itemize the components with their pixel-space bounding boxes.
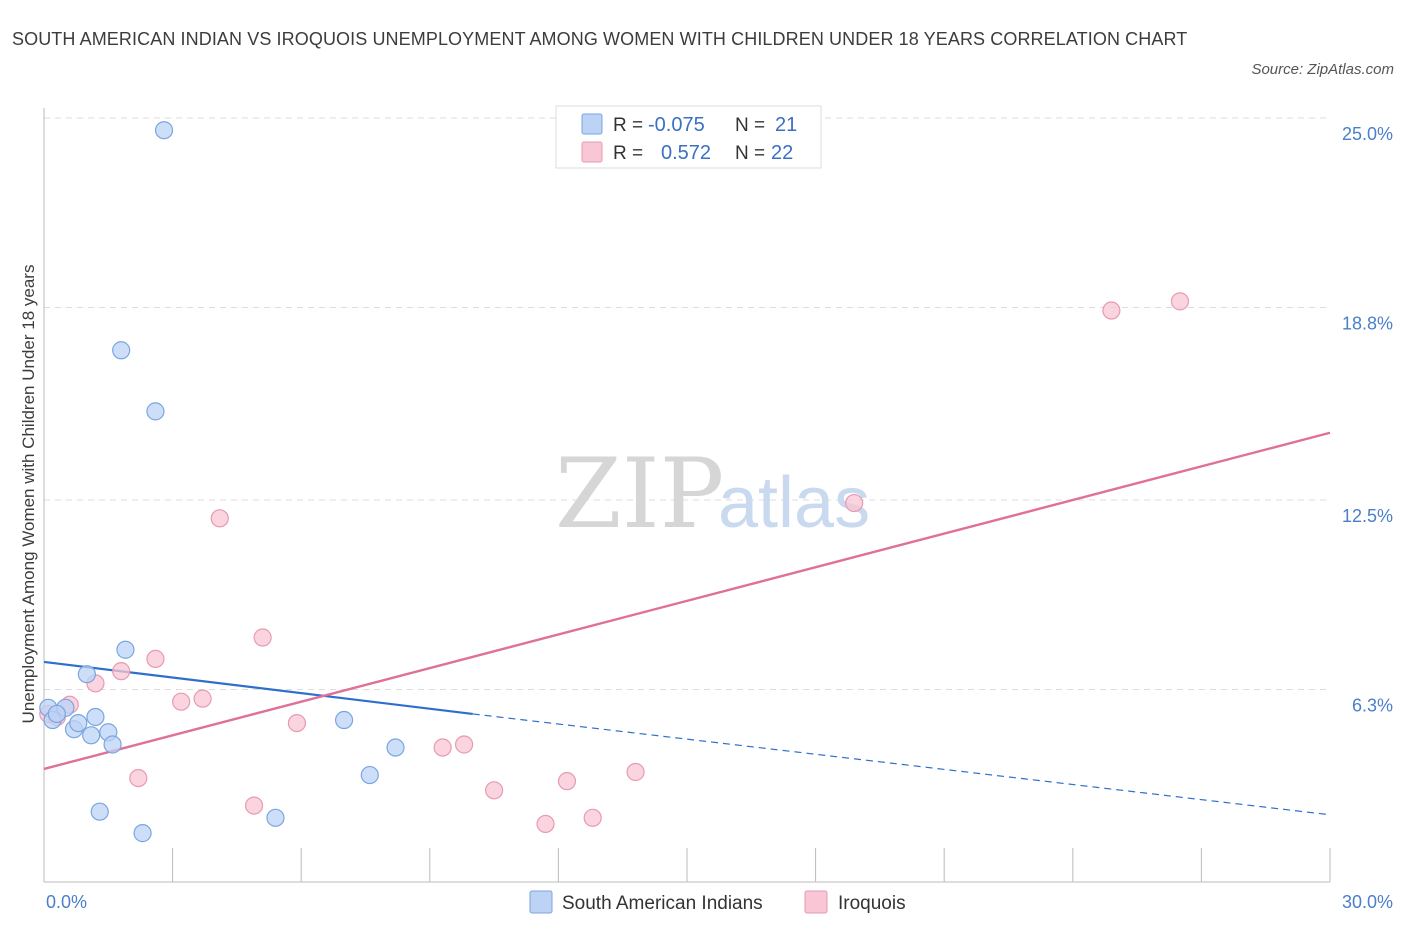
point-iroquois-9 (210, 509, 229, 528)
point-south-american-indians-17 (334, 710, 354, 730)
legend-r-label-1: R = (613, 115, 643, 136)
watermark-atlas: atlas (718, 463, 870, 543)
series-legend-label-pink: Iroquois (838, 893, 906, 914)
point-south-american-indians-10 (103, 735, 122, 754)
point-south-american-indians-12 (116, 640, 135, 659)
grid-lines (44, 117, 1330, 690)
watermark: ZIP atlas (555, 438, 870, 550)
source-label: Source: ZipAtlas.com (1251, 61, 1394, 78)
y-axis-label: Unemployment Among Women with Children U… (19, 265, 38, 724)
trend-line-iroquois (43, 431, 1331, 771)
point-iroquois-7 (172, 692, 191, 711)
point-iroquois-22 (1170, 292, 1190, 311)
y-tick-labels: 25.0% 18.8% 12.5% 6.3% (1342, 124, 1393, 715)
point-iroquois-8 (193, 689, 212, 708)
y-tick-label-1: 18.8% (1342, 313, 1393, 333)
point-iroquois-11 (253, 628, 272, 647)
point-iroquois-17 (557, 772, 577, 791)
point-iroquois-15 (485, 781, 504, 800)
y-tick-label-0: 25.0% (1342, 124, 1393, 144)
point-iroquois-10 (244, 796, 264, 815)
point-south-american-indians-11 (112, 341, 131, 360)
point-iroquois-6 (146, 649, 165, 669)
trend-line-south-american-indians (43, 660, 473, 716)
point-iroquois-14 (454, 735, 474, 754)
point-iroquois-13 (433, 738, 452, 757)
y-tick-label-3: 6.3% (1352, 695, 1393, 715)
point-iroquois-18 (583, 808, 602, 827)
point-iroquois-12 (287, 713, 307, 733)
point-south-american-indians-16 (266, 808, 285, 827)
point-iroquois-16 (536, 814, 555, 834)
series-legend-swatch-pink (804, 890, 828, 914)
point-south-american-indians-14 (146, 402, 165, 421)
point-iroquois-4 (112, 662, 131, 681)
point-south-american-indians-13 (133, 824, 152, 843)
watermark-zip: ZIP (555, 438, 724, 550)
point-south-american-indians-8 (90, 802, 109, 821)
legend-n-value-1: 21 (775, 114, 797, 136)
series-legend-label-blue: South American Indians (562, 893, 763, 914)
legend-swatch-pink (581, 141, 603, 163)
point-iroquois-19 (626, 762, 645, 782)
legend-n-label-2: N = (735, 143, 765, 164)
legend-n-value-2: 22 (771, 142, 793, 164)
trend-line-south-american-indians-extension (472, 713, 1331, 816)
correlation-legend: R = -0.075 N = 21 R = 0.572 N = 22 (555, 105, 822, 169)
point-south-american-indians-18 (360, 765, 379, 785)
point-iroquois-5 (129, 768, 148, 788)
point-iroquois-21 (1102, 301, 1121, 320)
x-tick-label-0: 0.0% (46, 892, 87, 912)
series-legend-swatch-blue (529, 890, 553, 914)
data-points (39, 121, 1190, 843)
point-south-american-indians-6 (82, 726, 101, 745)
legend-r-value-2: 0.572 (661, 142, 711, 164)
x-tick-labels: 0.0% 30.0% (46, 892, 1393, 912)
point-south-american-indians-5 (77, 665, 96, 684)
chart-title: SOUTH AMERICAN INDIAN VS IROQUOIS UNEMPL… (12, 29, 1188, 49)
legend-r-label-2: R = (613, 143, 643, 164)
point-south-american-indians-20 (47, 704, 66, 724)
legend-r-value-1: -0.075 (648, 114, 705, 136)
legend-swatch-blue (581, 113, 603, 135)
point-south-american-indians-15 (154, 121, 174, 140)
point-south-american-indians-4 (69, 713, 88, 733)
y-tick-label-2: 12.5% (1342, 506, 1393, 526)
x-tick-label-1: 30.0% (1342, 892, 1393, 912)
legend-n-label-1: N = (735, 115, 765, 136)
axes (43, 108, 1331, 883)
point-south-american-indians-19 (386, 738, 405, 757)
point-iroquois-20 (845, 493, 864, 513)
series-legend: South American Indians Iroquois (529, 890, 906, 914)
point-south-american-indians-7 (86, 707, 105, 727)
